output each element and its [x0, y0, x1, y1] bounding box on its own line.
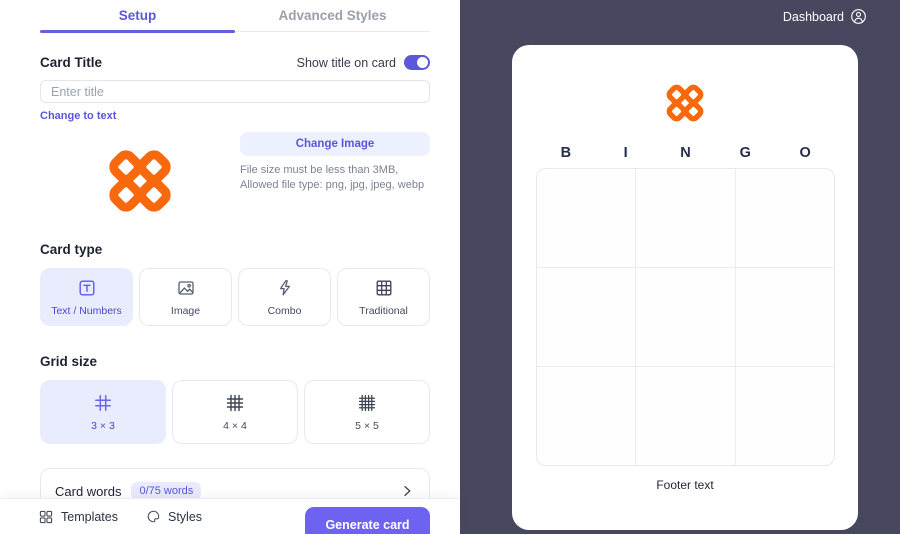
preview-logo-wrap — [512, 81, 858, 125]
card-image-section: Change Image File size must be less than… — [40, 132, 430, 217]
grid-size-option-label: 4 × 4 — [223, 420, 247, 432]
lightning-icon — [275, 277, 295, 299]
generate-card-button[interactable]: Generate card — [305, 507, 430, 534]
grid-size-3x3[interactable]: 3 × 3 — [40, 380, 166, 444]
bingo-cell — [735, 169, 834, 267]
word-count-badge: 0/75 words — [131, 482, 202, 500]
card-type-options: Text / Numbers Image Com — [40, 268, 430, 326]
card-type-option-label: Traditional — [359, 305, 408, 317]
text-box-icon — [77, 277, 97, 299]
bingo-letter: I — [623, 145, 628, 161]
bingo-card-preview: B I N G O Footer text — [512, 45, 858, 530]
bingo-letter: B — [560, 145, 572, 161]
card-title-label: Card Title — [40, 55, 103, 70]
grid-size-5x5[interactable]: 5 × 5 — [304, 380, 430, 444]
bingo-cell — [735, 367, 834, 465]
card-type-traditional[interactable]: Traditional — [337, 268, 430, 326]
grid-size-label: Grid size — [40, 354, 98, 369]
change-image-button[interactable]: Change Image — [240, 132, 430, 156]
tab-setup-label: Setup — [118, 8, 157, 23]
hash-5x5-icon — [356, 392, 378, 414]
tab-advanced-styles-label: Advanced Styles — [278, 8, 387, 23]
dashboard-link[interactable]: Dashboard — [782, 9, 844, 24]
top-nav: Dashboard — [783, 8, 867, 25]
grid-size-4x4[interactable]: 4 × 4 — [172, 380, 298, 444]
bingo-grid — [536, 168, 835, 466]
templates-label: Templates — [61, 509, 118, 524]
tab-bar: Setup Advanced Styles — [40, 0, 430, 33]
clover-logo-icon — [104, 145, 176, 217]
hash-4x4-icon — [224, 392, 246, 414]
preview-panel: Dashboard B I N G O Footer text — [460, 0, 900, 534]
setup-panel: Setup Advanced Styles Card Title Show ti… — [0, 0, 460, 534]
bingo-letter: G — [739, 145, 751, 161]
show-title-toggle[interactable] — [404, 55, 430, 70]
card-type-image[interactable]: Image — [139, 268, 232, 326]
chevron-right-icon — [399, 483, 415, 499]
show-title-label: Show title on card — [296, 55, 396, 70]
table-grid-icon — [374, 277, 394, 299]
bingo-cell — [636, 268, 735, 366]
bingo-cell — [735, 268, 834, 366]
change-to-text-link[interactable]: Change to text — [40, 110, 117, 122]
show-title-group: Show title on card — [297, 55, 430, 70]
card-footer-text: Footer text — [656, 478, 714, 492]
bingo-letter: N — [680, 145, 691, 161]
card-title-row: Card Title Show title on card — [40, 55, 430, 70]
grid-size-option-label: 5 × 5 — [355, 420, 379, 432]
image-icon — [176, 277, 196, 299]
palette-icon — [146, 509, 161, 524]
file-size-line: File size must be less than 3MB, — [240, 164, 399, 176]
bingo-cell — [636, 169, 735, 267]
toggle-knob — [417, 57, 428, 68]
hash-3x3-icon — [92, 392, 114, 414]
bingo-letter: O — [799, 145, 811, 161]
card-type-combo[interactable]: Combo — [238, 268, 331, 326]
styles-button[interactable]: Styles — [146, 509, 202, 524]
card-words-label: Card words — [55, 483, 122, 499]
styles-label: Styles — [167, 509, 203, 524]
bingo-cell — [537, 268, 636, 366]
card-type-label: Card type — [40, 242, 103, 257]
logo-column — [40, 132, 240, 217]
file-requirements-text: File size must be less than 3MB, Allowed… — [240, 163, 430, 193]
clover-logo-preview-icon — [663, 81, 707, 125]
card-type-text-numbers[interactable]: Text / Numbers — [40, 268, 133, 326]
grid-size-options: 3 × 3 4 × 4 5 × 5 — [40, 380, 430, 444]
card-type-option-label: Text / Numbers — [51, 305, 122, 317]
image-controls: Change Image File size must be less than… — [240, 132, 430, 214]
bingo-cell — [636, 367, 735, 465]
title-input[interactable] — [40, 80, 430, 103]
tab-advanced-styles[interactable]: Advanced Styles — [235, 0, 430, 31]
card-type-option-label: Image — [170, 305, 201, 317]
bingo-cell — [537, 169, 636, 267]
templates-grid-icon — [38, 509, 54, 525]
templates-button[interactable]: Templates — [38, 509, 118, 525]
tab-setup[interactable]: Setup — [40, 0, 235, 33]
setup-content: Card Title Show title on card Change to … — [40, 55, 430, 514]
bingo-cell — [537, 367, 636, 465]
bingo-header: B I N G O — [536, 145, 835, 161]
file-type-line: Allowed file type: png, jpg, jpeg, webp — [240, 179, 425, 191]
user-avatar-icon[interactable] — [850, 8, 867, 25]
grid-size-option-label: 3 × 3 — [91, 420, 115, 432]
card-type-option-label: Combo — [267, 305, 302, 317]
